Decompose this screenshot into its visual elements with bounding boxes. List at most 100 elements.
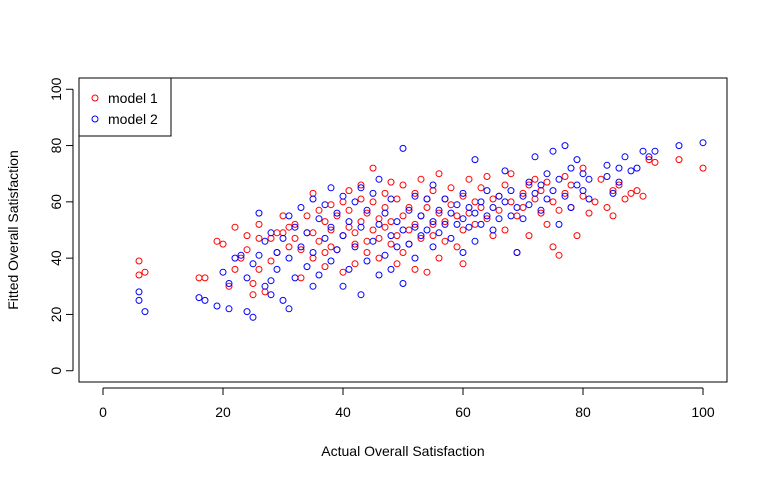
- data-point: [393, 195, 401, 203]
- data-point: [279, 296, 287, 304]
- data-point: [387, 178, 395, 186]
- data-point: [555, 175, 563, 183]
- data-point: [633, 164, 641, 172]
- data-point: [267, 277, 275, 285]
- data-point: [237, 251, 245, 259]
- data-point: [453, 243, 461, 251]
- data-point: [411, 189, 419, 197]
- data-point: [357, 291, 365, 299]
- data-point: [393, 218, 401, 226]
- plot-box: [78, 77, 728, 383]
- data-point: [327, 223, 335, 231]
- data-point: [519, 189, 527, 197]
- data-point: [399, 212, 407, 220]
- data-point: [351, 243, 359, 251]
- data-point: [321, 263, 329, 271]
- data-point: [561, 173, 569, 180]
- data-point: [651, 158, 659, 166]
- data-point: [537, 206, 545, 214]
- data-point: [327, 257, 335, 265]
- data-point: [375, 175, 383, 183]
- data-point: [495, 215, 503, 223]
- data-point: [411, 265, 419, 273]
- data-point: [309, 195, 317, 203]
- data-point: [519, 204, 527, 211]
- data-point: [423, 226, 431, 234]
- data-point: [459, 226, 467, 234]
- data-point: [645, 153, 653, 161]
- data-point: [483, 215, 491, 223]
- data-point: [387, 240, 395, 248]
- data-point: [279, 212, 287, 220]
- data-point: [543, 220, 551, 228]
- data-point: [339, 192, 347, 200]
- y-tick-label: 80: [48, 138, 64, 154]
- y-axis-title: Fitted Overall Satisfaction: [5, 150, 21, 310]
- data-point: [477, 198, 485, 206]
- data-point: [219, 268, 227, 276]
- data-point: [549, 187, 557, 195]
- data-point: [465, 223, 473, 231]
- data-point: [435, 229, 443, 237]
- data-point: [195, 274, 203, 282]
- legend-marker: [91, 94, 99, 102]
- data-point: [441, 218, 449, 226]
- data-point: [501, 198, 509, 206]
- data-point: [345, 206, 353, 214]
- legend: model 1 model 2: [78, 77, 172, 137]
- data-point: [447, 234, 455, 242]
- data-point: [351, 198, 359, 206]
- data-point: [501, 181, 509, 189]
- data-point: [285, 212, 293, 220]
- data-point: [531, 189, 539, 197]
- data-point: [543, 178, 551, 186]
- y-axis: 0 20 40 60 80 100: [48, 77, 74, 375]
- data-point: [411, 254, 419, 262]
- data-point: [429, 220, 437, 228]
- data-point: [579, 170, 587, 178]
- data-point: [225, 305, 233, 313]
- data-point: [465, 204, 473, 211]
- data-point: [375, 220, 383, 228]
- data-point: [639, 147, 647, 155]
- data-point: [399, 226, 407, 234]
- data-point: [525, 181, 533, 189]
- data-point: [573, 181, 581, 189]
- data-point: [381, 189, 389, 197]
- data-point: [525, 201, 533, 209]
- y-tick-label: 0: [48, 367, 64, 375]
- data-point: [321, 218, 329, 226]
- data-point: [459, 249, 467, 256]
- data-point: [381, 251, 389, 259]
- data-point: [417, 175, 425, 183]
- data-point: [531, 153, 539, 161]
- data-point: [327, 201, 335, 209]
- data-point: [417, 232, 425, 240]
- data-point: [423, 268, 431, 276]
- data-point: [273, 249, 281, 256]
- data-point: [501, 167, 509, 175]
- data-point: [285, 223, 293, 231]
- data-point: [597, 175, 605, 183]
- data-point: [495, 206, 503, 214]
- x-tick-label: 80: [575, 404, 591, 420]
- data-point: [195, 294, 203, 302]
- data-point: [453, 220, 461, 228]
- data-point: [627, 189, 635, 197]
- data-point: [357, 195, 365, 203]
- data-point: [519, 215, 527, 223]
- data-point: [315, 271, 323, 279]
- data-point: [273, 229, 281, 237]
- data-point: [249, 313, 257, 321]
- data-point: [369, 198, 377, 206]
- data-point: [459, 260, 467, 268]
- data-point: [459, 215, 467, 223]
- data-point: [459, 192, 467, 200]
- data-point: [363, 206, 371, 214]
- data-point: [417, 234, 425, 242]
- data-point: [297, 246, 305, 254]
- data-point: [369, 189, 377, 197]
- data-point: [243, 232, 251, 240]
- data-point: [135, 296, 143, 304]
